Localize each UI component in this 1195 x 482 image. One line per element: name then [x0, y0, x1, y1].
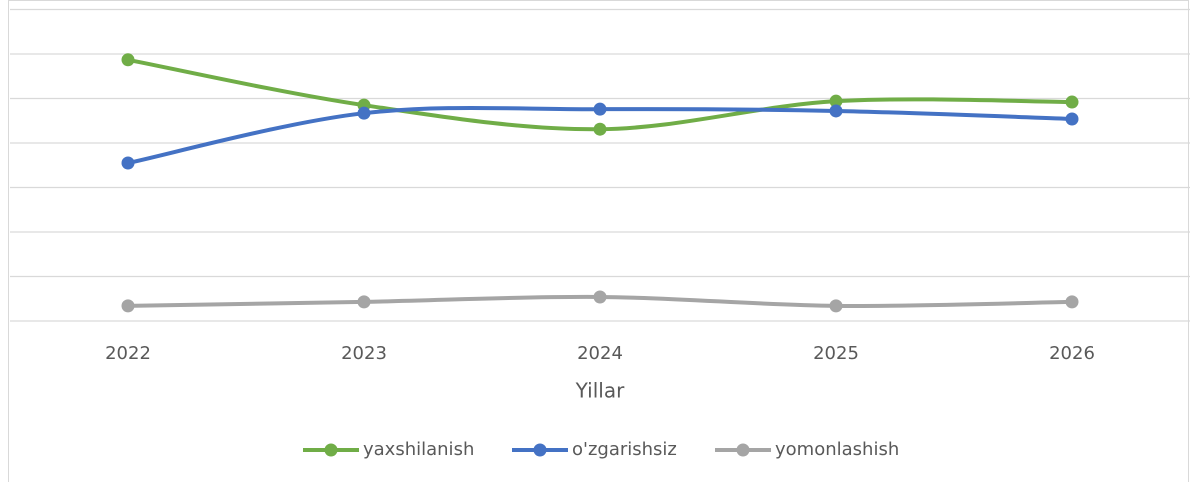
x-tick-label: 2025: [813, 343, 859, 364]
series-line: [126, 57, 1074, 132]
legend-label: o'zgarishsiz: [572, 439, 677, 460]
point: [593, 102, 607, 116]
legend-label: yomonlashish: [775, 439, 899, 460]
point: [829, 104, 843, 118]
legend-marker: [736, 443, 750, 457]
x-axis-title: Yillar: [575, 379, 625, 403]
point: [829, 299, 843, 313]
legend-marker: [533, 443, 547, 457]
x-tick-label: 2024: [577, 343, 623, 364]
legend-label: yaxshilanish: [363, 439, 474, 460]
point: [829, 94, 843, 108]
point: [593, 290, 607, 304]
point: [357, 106, 371, 120]
point: [593, 122, 607, 136]
x-tick-label: 2026: [1049, 343, 1095, 364]
point: [121, 156, 135, 170]
x-tick-label: 2022: [105, 343, 151, 364]
chart-frame: [8, 0, 1189, 482]
point: [1065, 295, 1079, 309]
point: [1065, 95, 1079, 109]
x-tick-label: 2023: [341, 343, 387, 364]
point: [357, 295, 371, 309]
point: [1065, 112, 1079, 126]
point: [121, 53, 135, 67]
point: [121, 299, 135, 313]
legend-marker: [324, 443, 338, 457]
